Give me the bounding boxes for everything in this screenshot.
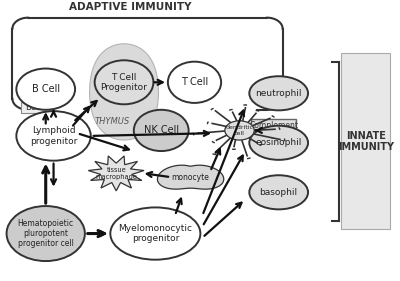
Text: T Cell: T Cell [181, 77, 208, 87]
Text: tissue
macrophage: tissue macrophage [95, 167, 137, 180]
Ellipse shape [95, 60, 153, 104]
Ellipse shape [16, 69, 75, 110]
Ellipse shape [249, 175, 308, 209]
Text: neutrophil: neutrophil [256, 89, 302, 98]
FancyBboxPatch shape [341, 53, 390, 229]
Text: INNATE
IMMUNITY: INNATE IMMUNITY [338, 131, 394, 152]
Text: monocyte: monocyte [172, 173, 210, 182]
FancyBboxPatch shape [21, 102, 53, 113]
Text: dendritic
cell: dendritic cell [226, 125, 254, 136]
Polygon shape [88, 156, 144, 191]
Ellipse shape [16, 111, 91, 161]
Ellipse shape [249, 76, 308, 110]
Text: B Cell: B Cell [32, 84, 60, 94]
Text: Hematopoietic
pluropotent
progenitor cell: Hematopoietic pluropotent progenitor cel… [18, 219, 74, 248]
Text: Bursa: Bursa [25, 103, 49, 112]
Text: eosinophil: eosinophil [256, 138, 302, 147]
Ellipse shape [134, 110, 189, 151]
Text: NK Cell: NK Cell [144, 125, 179, 135]
Text: ADAPTIVE IMMUNITY: ADAPTIVE IMMUNITY [69, 2, 191, 12]
Ellipse shape [6, 206, 85, 261]
Ellipse shape [168, 62, 221, 103]
Ellipse shape [249, 126, 308, 160]
Text: Lymphoid
progenitor: Lymphoid progenitor [30, 126, 77, 146]
Polygon shape [158, 165, 224, 189]
Polygon shape [90, 44, 158, 140]
FancyBboxPatch shape [251, 119, 296, 142]
Text: Myelomonocytic
progenitor: Myelomonocytic progenitor [118, 224, 192, 243]
Text: basophil: basophil [260, 188, 298, 197]
Text: Complement
cascade: Complement cascade [249, 121, 298, 140]
Text: T Cell
Progenitor: T Cell Progenitor [100, 72, 148, 92]
Ellipse shape [225, 121, 254, 140]
Ellipse shape [110, 207, 200, 260]
Text: THYMUS: THYMUS [95, 117, 130, 126]
